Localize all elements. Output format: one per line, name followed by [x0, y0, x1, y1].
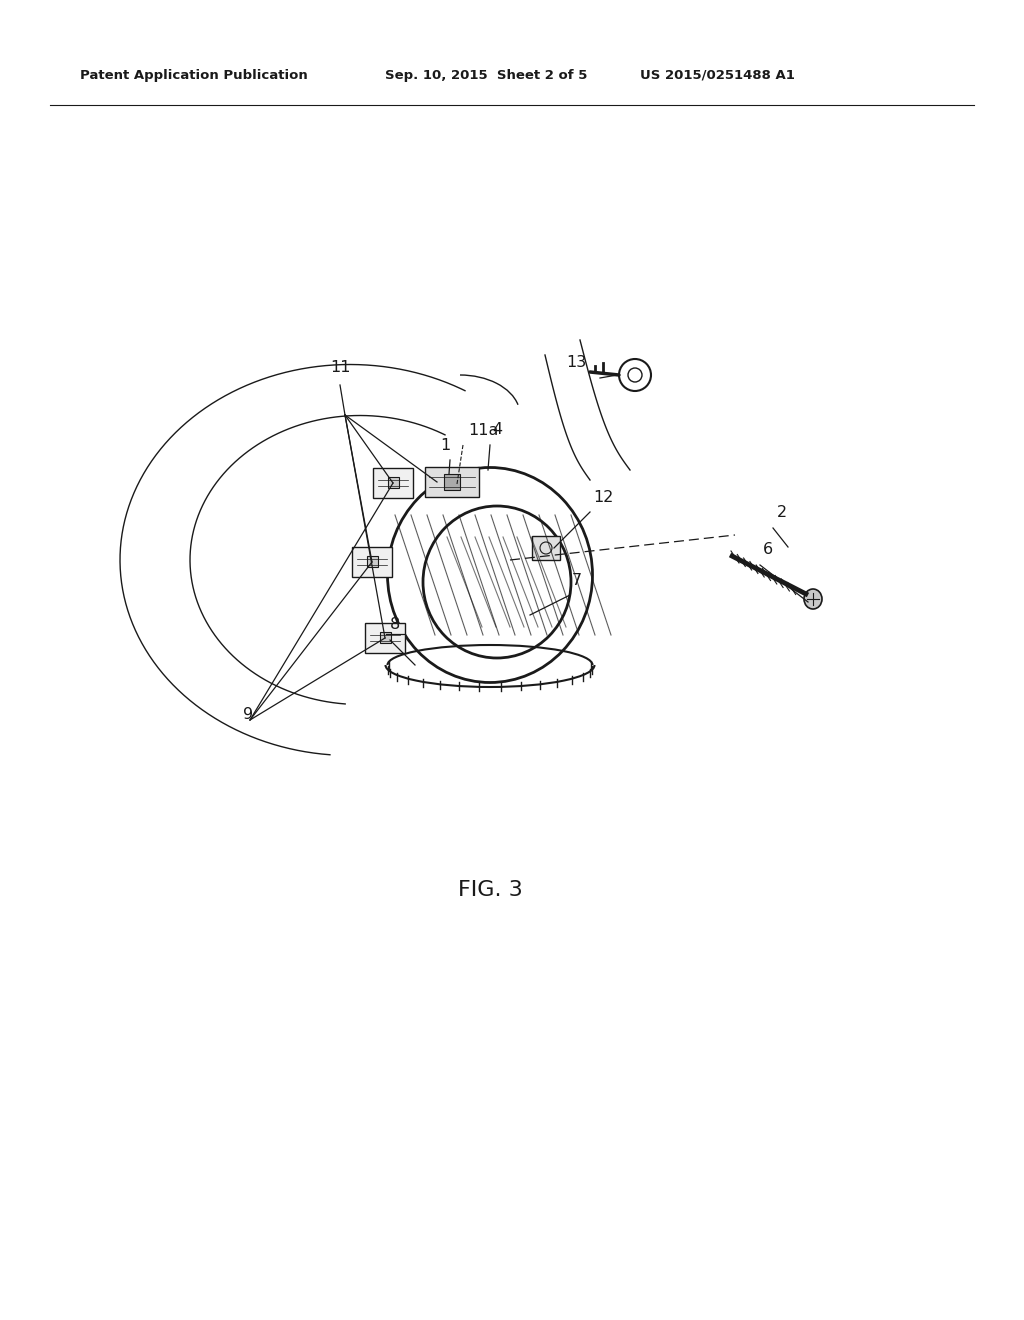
Bar [380, 632, 391, 643]
Text: 11a: 11a [468, 422, 499, 438]
FancyBboxPatch shape [365, 623, 406, 653]
Text: 6: 6 [763, 543, 773, 557]
Text: Patent Application Publication: Patent Application Publication [80, 69, 308, 82]
Text: 13: 13 [566, 355, 587, 370]
Text: 7: 7 [572, 573, 582, 587]
FancyBboxPatch shape [373, 469, 413, 498]
FancyBboxPatch shape [425, 467, 479, 498]
FancyBboxPatch shape [532, 536, 560, 560]
Text: 12: 12 [593, 490, 613, 506]
Text: 9: 9 [243, 708, 253, 722]
Text: 1: 1 [440, 438, 451, 453]
Bar [367, 556, 378, 568]
Text: Sep. 10, 2015  Sheet 2 of 5: Sep. 10, 2015 Sheet 2 of 5 [385, 69, 588, 82]
Text: 11: 11 [330, 360, 350, 375]
Text: 2: 2 [777, 506, 787, 520]
Ellipse shape [804, 589, 822, 609]
Text: FIG. 3: FIG. 3 [458, 880, 522, 900]
Text: 4: 4 [492, 422, 502, 437]
Text: 8: 8 [390, 616, 400, 632]
Text: US 2015/0251488 A1: US 2015/0251488 A1 [640, 69, 795, 82]
Bar [444, 474, 460, 490]
FancyBboxPatch shape [352, 546, 392, 577]
Bar [388, 477, 399, 488]
